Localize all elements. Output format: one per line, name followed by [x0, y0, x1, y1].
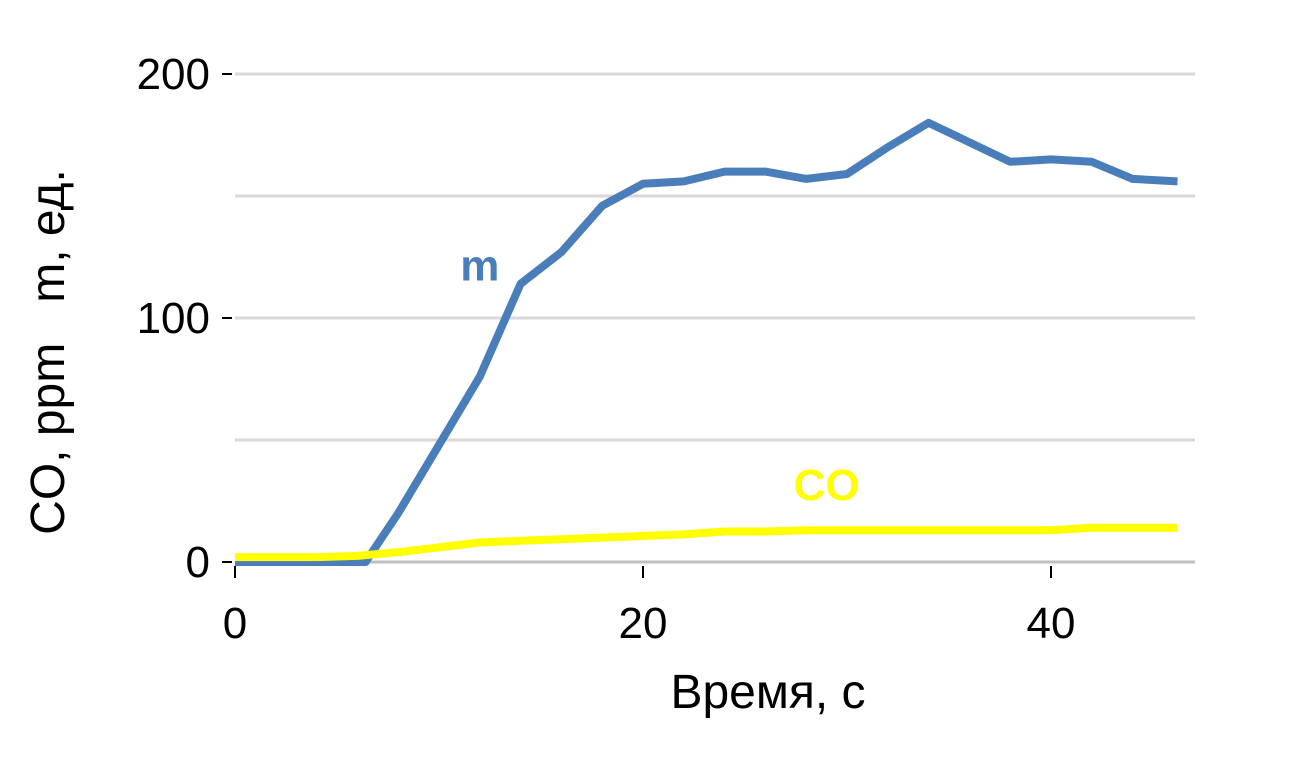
y-tick-label: 100 — [137, 294, 210, 343]
labels-group: m CO — [460, 241, 859, 510]
series-line-m — [235, 118, 1178, 566]
x-tick-label: 0 — [223, 599, 247, 648]
x-tick-label: 20 — [619, 599, 668, 648]
y-tick-label: 0 — [186, 538, 210, 587]
gridlines — [235, 72, 1195, 564]
x-tick-label: 40 — [1027, 599, 1076, 648]
series-group — [235, 118, 1178, 566]
series-label-m: m — [460, 241, 499, 290]
series-label-co: CO — [794, 461, 860, 510]
y-tick-label: 200 — [137, 50, 210, 99]
series-line-co — [235, 523, 1178, 562]
y-axis-title: CO, ppm m, ед. — [22, 169, 75, 535]
axes: 0 100 200 0 20 40 — [137, 50, 1076, 648]
x-axis-title: Время, с — [670, 666, 865, 719]
